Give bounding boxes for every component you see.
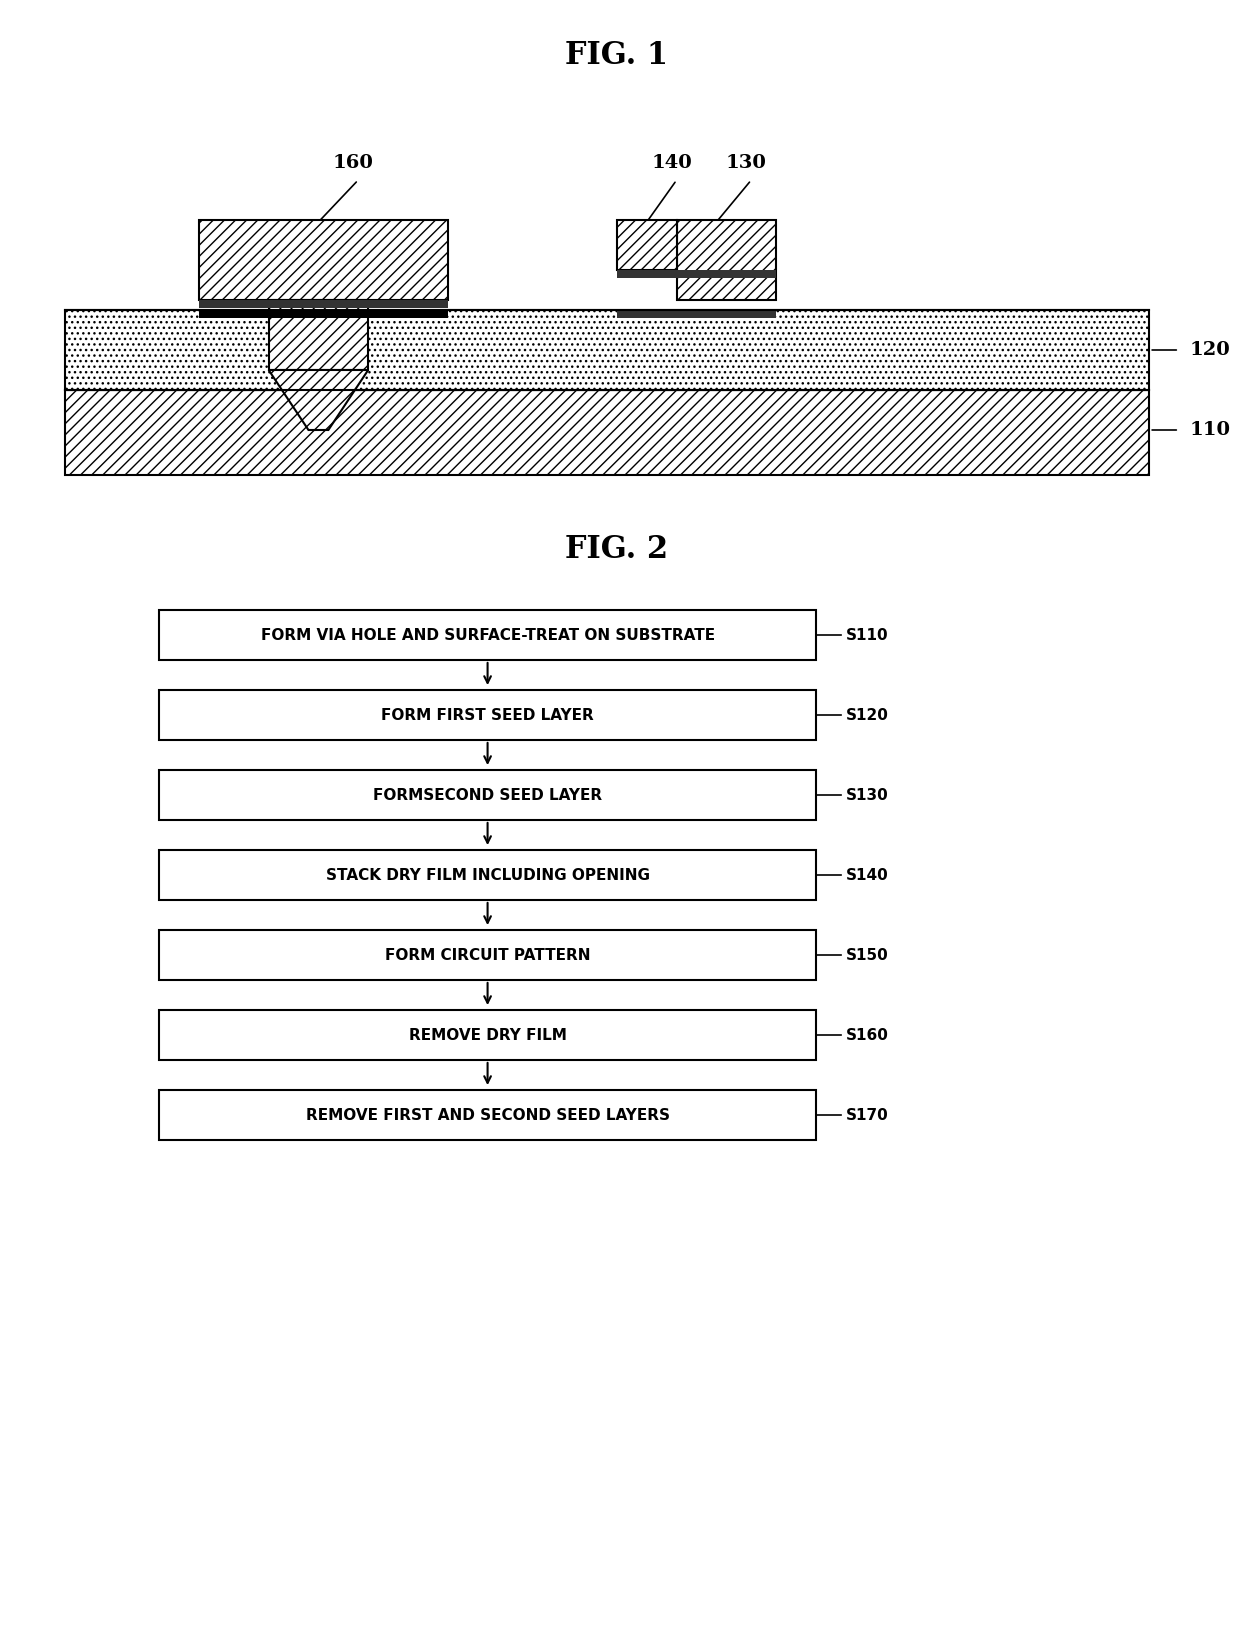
Text: S110: S110 [846,628,888,643]
Text: S160: S160 [846,1027,889,1042]
Bar [64,309,1149,389]
Bar [677,219,776,299]
Text: REMOVE FIRST AND SECOND SEED LAYERS: REMOVE FIRST AND SECOND SEED LAYERS [305,1108,670,1122]
Bar [198,299,448,308]
FancyBboxPatch shape [159,851,816,900]
Text: FIG. 2: FIG. 2 [565,535,668,566]
Text: FORMSECOND SEED LAYER: FORMSECOND SEED LAYER [373,787,603,803]
Text: FORM VIA HOLE AND SURFACE-TREAT ON SUBSTRATE: FORM VIA HOLE AND SURFACE-TREAT ON SUBST… [260,628,714,643]
FancyBboxPatch shape [159,929,816,980]
Bar [198,219,448,299]
Text: 140: 140 [651,154,692,172]
Text: S140: S140 [846,867,889,882]
Text: REMOVE DRY FILM: REMOVE DRY FILM [409,1027,567,1042]
Text: FORM FIRST SEED LAYER: FORM FIRST SEED LAYER [381,707,594,723]
Text: S130: S130 [846,787,889,803]
Bar [618,219,677,270]
Bar [618,270,776,278]
FancyBboxPatch shape [159,610,816,659]
Text: S150: S150 [846,947,889,962]
Bar [269,309,368,317]
Text: S120: S120 [846,707,889,723]
FancyBboxPatch shape [159,1009,816,1060]
Text: 110: 110 [1189,420,1230,438]
Text: STACK DRY FILM INCLUDING OPENING: STACK DRY FILM INCLUDING OPENING [326,867,650,882]
Text: 160: 160 [332,154,373,172]
Text: FORM CIRCUIT PATTERN: FORM CIRCUIT PATTERN [384,947,590,962]
Bar [64,389,1149,474]
Text: 130: 130 [725,154,766,172]
Text: 120: 120 [1189,340,1230,358]
Bar [618,309,776,317]
Bar [198,309,448,317]
Text: FIG. 1: FIG. 1 [565,39,668,70]
Bar [269,299,368,370]
FancyBboxPatch shape [159,771,816,820]
Polygon shape [269,370,368,430]
FancyBboxPatch shape [159,690,816,739]
Text: S170: S170 [846,1108,889,1122]
FancyBboxPatch shape [159,1090,816,1140]
